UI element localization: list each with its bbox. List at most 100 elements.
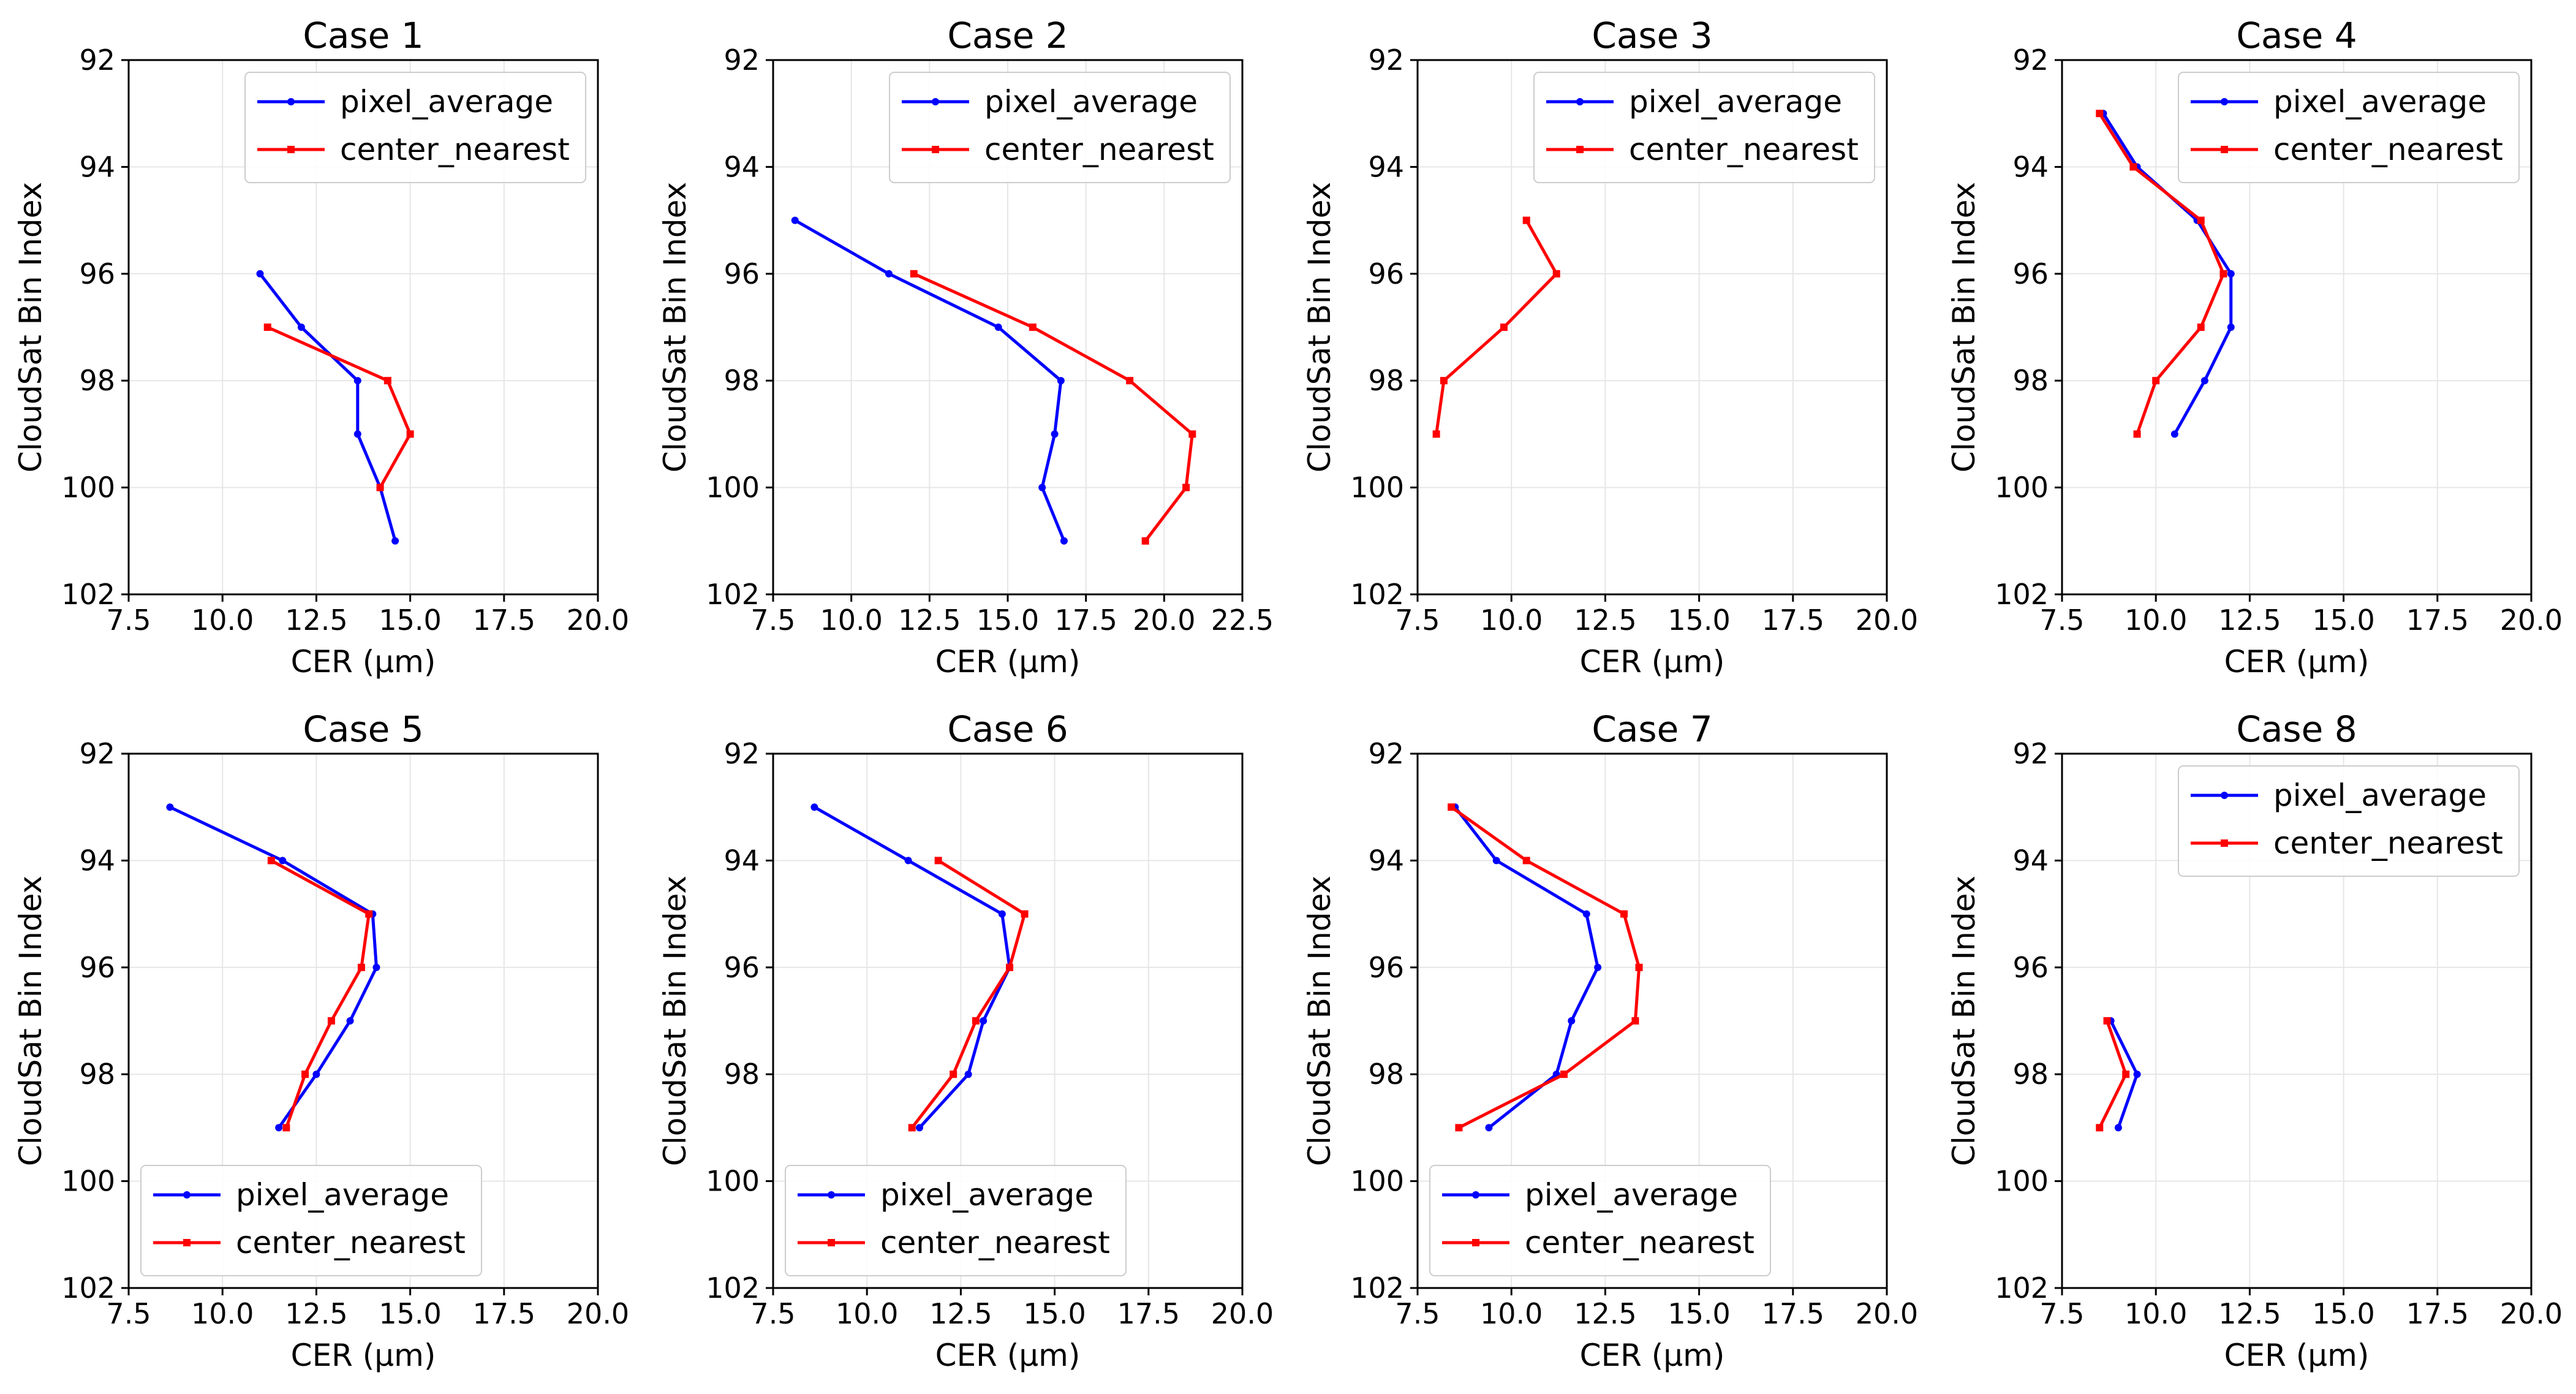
data-point xyxy=(2129,163,2137,171)
x-axis-label: CER (μm) xyxy=(935,644,1081,680)
series-pixel-average xyxy=(2107,1017,2141,1132)
legend: pixel_average center_nearest xyxy=(2178,72,2520,183)
legend-marker xyxy=(828,1191,835,1199)
data-point xyxy=(1038,483,1046,491)
legend-entry-pixel-average: pixel_average xyxy=(257,84,553,119)
plot-area-frame xyxy=(2061,59,2533,596)
data-point xyxy=(2200,377,2208,385)
data-point xyxy=(1051,430,1059,438)
x-tick-label: 10.0 xyxy=(820,604,882,637)
legend-label: center_nearest xyxy=(2273,132,2503,167)
x-tick-label: 20.0 xyxy=(2500,604,2563,637)
legend-label: pixel_average xyxy=(2273,778,2487,813)
data-point xyxy=(263,324,271,331)
legend-entry-center-nearest: center_nearest xyxy=(257,132,570,167)
x-tick-label: 10.0 xyxy=(836,1297,898,1330)
data-point xyxy=(1029,324,1037,331)
data-point xyxy=(1560,1070,1568,1078)
data-point xyxy=(998,910,1006,918)
y-tick-label: 94 xyxy=(1368,150,1404,183)
y-tick-label: 100 xyxy=(1995,1165,2049,1198)
y-tick-label: 92 xyxy=(1368,44,1404,77)
legend-box xyxy=(140,1165,482,1276)
data-point xyxy=(885,270,893,278)
legend-marker xyxy=(932,98,939,105)
legend: pixel_average center_nearest xyxy=(140,1165,482,1276)
y-axis-label: CloudSat Bin Index xyxy=(13,876,48,1166)
y-axis-label: CloudSat Bin Index xyxy=(657,182,693,472)
x-tick-label: 10.0 xyxy=(2125,1297,2187,1330)
data-point xyxy=(994,324,1002,331)
x-tick-label: 20.0 xyxy=(2500,1297,2563,1330)
x-tick-label: 17.5 xyxy=(1762,1297,1824,1330)
y-tick-label: 100 xyxy=(61,1165,115,1198)
y-tick-label: 98 xyxy=(723,1058,760,1091)
data-point xyxy=(353,377,361,385)
y-tick-label: 102 xyxy=(1995,1271,2049,1305)
y-tick-label: 94 xyxy=(723,150,760,183)
legend-label: pixel_average xyxy=(236,1177,449,1213)
plot-area-frame xyxy=(127,752,599,1289)
data-point xyxy=(2152,377,2160,385)
y-tick-label: 98 xyxy=(79,364,115,397)
x-tick-label: 7.5 xyxy=(1395,1297,1440,1330)
data-point xyxy=(2170,430,2178,438)
y-tick-label: 96 xyxy=(723,257,760,290)
data-point xyxy=(279,857,287,865)
data-point xyxy=(908,1124,916,1132)
legend-box xyxy=(785,1165,1127,1276)
legend-entry-center-nearest: center_nearest xyxy=(153,1225,466,1260)
legend-box xyxy=(1533,72,1875,183)
data-point xyxy=(1182,483,1190,491)
y-tick-label: 100 xyxy=(706,1165,760,1198)
series-line xyxy=(1435,219,1558,434)
x-tick-label: 15.0 xyxy=(976,604,1039,637)
series-center-nearest xyxy=(267,857,373,1132)
data-point xyxy=(327,1017,335,1025)
data-point xyxy=(1500,324,1508,331)
x-axis-label: CER (μm) xyxy=(291,644,436,680)
series-center-nearest xyxy=(2096,1017,2130,1132)
y-tick-label: 92 xyxy=(723,44,760,77)
x-tick-label: 17.5 xyxy=(2406,604,2469,637)
data-point xyxy=(904,857,912,865)
x-tick-label: 15.0 xyxy=(2312,1297,2374,1330)
data-point xyxy=(1552,270,1560,278)
data-point xyxy=(2122,1070,2130,1078)
legend-label: center_nearest xyxy=(880,1225,1110,1260)
data-point xyxy=(1635,963,1643,971)
series-center-nearest xyxy=(1432,216,1560,438)
y-tick-label: 92 xyxy=(1368,737,1404,770)
subplot-title: Case 3 xyxy=(1592,15,1712,56)
data-point xyxy=(1631,1017,1639,1025)
data-point xyxy=(1141,537,1149,545)
y-tick-label: 96 xyxy=(1368,951,1404,984)
subplot-case-6: 7.5 10.0 12.5 15.0 17.5 20.0 92 94 96 98 100 102 Cas… xyxy=(657,708,1274,1373)
legend-entry-pixel-average: pixel_average xyxy=(2191,84,2487,119)
y-tick-label: 100 xyxy=(1350,1165,1404,1198)
x-tick-label: 17.5 xyxy=(473,604,535,637)
x-tick-label: 20.0 xyxy=(1133,604,1195,637)
data-point xyxy=(297,324,305,331)
x-tick-label: 15.0 xyxy=(1668,604,1730,637)
x-tick-label: 12.5 xyxy=(285,1297,347,1330)
legend-label: pixel_average xyxy=(880,1177,1093,1213)
x-tick-label: 7.5 xyxy=(1395,604,1440,637)
legend-entry-pixel-average: pixel_average xyxy=(798,1177,1093,1213)
y-axis-label: CloudSat Bin Index xyxy=(13,182,48,472)
legend-marker xyxy=(828,1239,835,1246)
legend-box xyxy=(244,72,586,183)
legend-marker xyxy=(2221,792,2228,799)
data-point xyxy=(1568,1017,1576,1025)
x-axis-label: CER (μm) xyxy=(2224,1338,2370,1373)
plot-area-frame xyxy=(1416,752,1888,1289)
legend-box xyxy=(2178,72,2520,183)
series-line xyxy=(270,859,371,1129)
x-tick-label: 12.5 xyxy=(929,1297,992,1330)
legend-label: pixel_average xyxy=(1629,84,1842,119)
data-point xyxy=(1060,537,1068,545)
y-tick-label: 96 xyxy=(79,257,115,290)
x-tick-label: 20.0 xyxy=(567,1297,629,1330)
legend-box xyxy=(2178,765,2520,877)
legend: pixel_average center_nearest xyxy=(889,72,1231,183)
